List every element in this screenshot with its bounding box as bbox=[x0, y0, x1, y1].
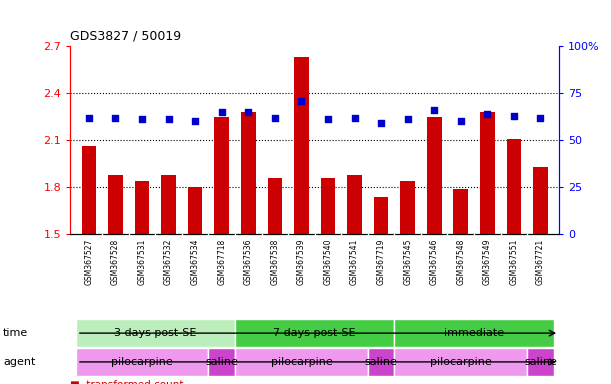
Text: GSM367549: GSM367549 bbox=[483, 238, 492, 285]
Bar bbox=[241, 112, 255, 234]
Text: immediate: immediate bbox=[444, 328, 504, 338]
Text: pilocarpine: pilocarpine bbox=[430, 357, 492, 367]
Text: GSM367540: GSM367540 bbox=[323, 238, 332, 285]
Text: GSM367551: GSM367551 bbox=[510, 238, 518, 285]
Text: agent: agent bbox=[3, 357, 35, 367]
Text: GSM367538: GSM367538 bbox=[270, 238, 279, 285]
Text: GSM367528: GSM367528 bbox=[111, 238, 120, 285]
Point bbox=[483, 111, 492, 117]
Bar bbox=[347, 175, 362, 234]
Bar bbox=[453, 189, 468, 234]
Bar bbox=[76, 348, 208, 376]
Point bbox=[323, 116, 333, 122]
Point bbox=[376, 120, 386, 126]
Bar bbox=[76, 319, 235, 347]
Text: GSM367719: GSM367719 bbox=[376, 238, 386, 285]
Point bbox=[536, 114, 546, 121]
Text: GSM367546: GSM367546 bbox=[430, 238, 439, 285]
Text: 7 days post-SE: 7 days post-SE bbox=[273, 328, 356, 338]
Bar bbox=[108, 175, 123, 234]
Point bbox=[217, 109, 227, 115]
Text: GSM367548: GSM367548 bbox=[456, 238, 465, 285]
Text: GSM367721: GSM367721 bbox=[536, 238, 545, 285]
Point bbox=[164, 116, 174, 122]
Point bbox=[349, 114, 359, 121]
Bar bbox=[527, 348, 554, 376]
Text: GSM367534: GSM367534 bbox=[191, 238, 200, 285]
Text: GSM367527: GSM367527 bbox=[84, 238, 93, 285]
Bar bbox=[400, 181, 415, 234]
Point bbox=[243, 109, 253, 115]
Point bbox=[137, 116, 147, 122]
Bar bbox=[394, 319, 554, 347]
Bar bbox=[480, 112, 495, 234]
Point bbox=[403, 116, 412, 122]
Bar bbox=[188, 187, 202, 234]
Text: GSM367545: GSM367545 bbox=[403, 238, 412, 285]
Point bbox=[270, 114, 280, 121]
Text: saline: saline bbox=[205, 357, 238, 367]
Bar bbox=[134, 181, 149, 234]
Bar bbox=[268, 178, 282, 234]
Bar bbox=[235, 319, 394, 347]
Text: saline: saline bbox=[524, 357, 557, 367]
Point bbox=[111, 114, 120, 121]
Bar bbox=[394, 348, 527, 376]
Bar bbox=[533, 167, 548, 234]
Bar bbox=[507, 139, 521, 234]
Text: GSM367539: GSM367539 bbox=[297, 238, 306, 285]
Bar bbox=[81, 146, 96, 234]
Bar bbox=[427, 117, 442, 234]
Text: GSM367718: GSM367718 bbox=[217, 238, 226, 285]
Text: GSM367536: GSM367536 bbox=[244, 238, 253, 285]
Text: 3 days post-SE: 3 days post-SE bbox=[114, 328, 197, 338]
Bar bbox=[368, 348, 394, 376]
Text: GSM367541: GSM367541 bbox=[350, 238, 359, 285]
Text: pilocarpine: pilocarpine bbox=[271, 357, 332, 367]
Text: GDS3827 / 50019: GDS3827 / 50019 bbox=[70, 29, 181, 42]
Point bbox=[430, 107, 439, 113]
Text: GSM367531: GSM367531 bbox=[137, 238, 147, 285]
Bar bbox=[214, 117, 229, 234]
Bar bbox=[208, 348, 235, 376]
Point bbox=[456, 118, 466, 124]
Bar bbox=[161, 175, 176, 234]
Bar bbox=[374, 197, 389, 234]
Bar bbox=[235, 348, 368, 376]
Text: ■  transformed count: ■ transformed count bbox=[70, 380, 184, 384]
Point bbox=[296, 98, 306, 104]
Text: GSM367532: GSM367532 bbox=[164, 238, 173, 285]
Text: time: time bbox=[3, 328, 28, 338]
Point bbox=[190, 118, 200, 124]
Bar bbox=[321, 178, 335, 234]
Text: saline: saline bbox=[365, 357, 398, 367]
Point bbox=[84, 114, 93, 121]
Bar bbox=[294, 57, 309, 234]
Text: pilocarpine: pilocarpine bbox=[111, 357, 173, 367]
Point bbox=[509, 113, 519, 119]
